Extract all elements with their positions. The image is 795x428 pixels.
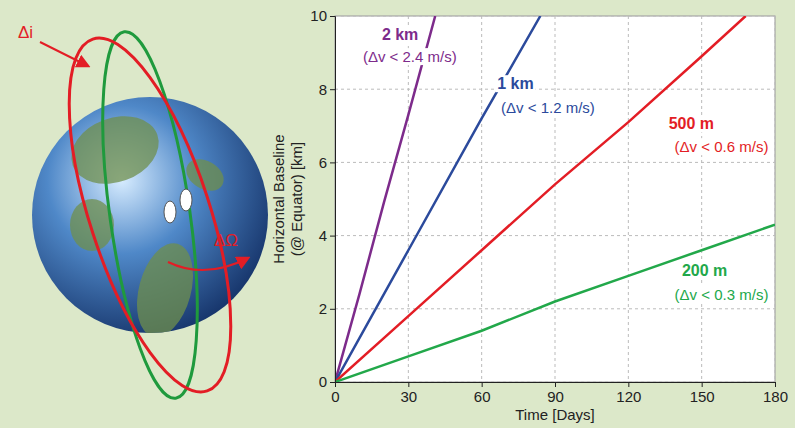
- y-tick-label: 0: [319, 373, 327, 390]
- x-grid-line: [555, 16, 556, 382]
- background: [0, 0, 795, 428]
- y-grid-line: [335, 162, 775, 163]
- x-axis-title: Time [Days]: [515, 406, 594, 423]
- x-grid-line: [481, 16, 482, 382]
- series-name: 2 km: [382, 26, 418, 43]
- x-tick: 30: [400, 382, 417, 405]
- x-grid-line: [628, 16, 629, 382]
- y-grid-line: [335, 235, 775, 236]
- y-tick: 2: [319, 300, 335, 317]
- x-grid-line: [408, 16, 409, 382]
- x-tick-label: 60: [474, 388, 491, 405]
- y-tick-label: 2: [319, 300, 327, 317]
- label-bg: [667, 115, 716, 132]
- y-tick-label: 4: [319, 227, 327, 244]
- satellite: [164, 201, 176, 223]
- lines: [335, 16, 775, 382]
- x-tick: 60: [474, 382, 491, 405]
- x-tick-mark: [702, 382, 703, 387]
- y-tick-label: 6: [319, 154, 327, 171]
- series-note: (Δv < 2.4 m/s): [363, 48, 457, 65]
- series-name: 200 m: [682, 262, 727, 279]
- label-bg: [499, 99, 597, 116]
- x-tick: 180: [763, 382, 788, 405]
- label-bg: [673, 286, 771, 303]
- y-tick: 0: [319, 373, 335, 390]
- x-grid-line: [701, 16, 702, 382]
- y-tick-label: 10: [310, 7, 327, 24]
- series-label: 500 m (Δv < 0.6 m/s): [667, 115, 771, 155]
- x-tick-label: 120: [616, 388, 641, 405]
- series-line: [335, 16, 540, 382]
- x-tick-label: 30: [400, 388, 417, 405]
- x-tick-mark: [408, 382, 409, 387]
- x-tick-label: 90: [547, 388, 564, 405]
- y-tick-label: 8: [319, 81, 327, 98]
- y-grid-line: [335, 16, 775, 17]
- label: Δi: [18, 23, 33, 42]
- x-tick-mark: [482, 382, 483, 387]
- series-name: 500 m: [669, 115, 714, 132]
- y-tick-mark: [330, 162, 335, 163]
- arrow: [168, 258, 248, 270]
- x-tick-label: 0: [331, 388, 339, 405]
- label-bg: [673, 138, 771, 155]
- x-tick: 120: [616, 382, 641, 405]
- x-tick-mark: [628, 382, 629, 387]
- y-axis: 0 2 4 6 8 10: [310, 7, 335, 390]
- y-tick: 10: [310, 7, 335, 24]
- label-bg: [361, 48, 459, 65]
- series-note: (Δv < 0.6 m/s): [675, 138, 769, 155]
- series-note: (Δv < 1.2 m/s): [501, 99, 595, 116]
- x-tick: 0: [331, 382, 339, 405]
- series-labels: 2 km (Δv < 2.4 m/s) 1 km (Δv < 1.2 m/s) 500 …: [361, 26, 770, 302]
- y-tick-mark: [330, 16, 335, 17]
- x-tick-label: 150: [690, 388, 715, 405]
- orbit-red: [36, 21, 264, 410]
- x-tick: 90: [547, 382, 564, 405]
- satellite: [180, 189, 192, 211]
- x-axis-line: [336, 383, 776, 388]
- label-bg: [495, 75, 535, 92]
- series-note: (Δv < 0.3 m/s): [675, 286, 769, 303]
- y-grid-line: [335, 308, 775, 309]
- x-tick: 150: [690, 382, 715, 405]
- y-tick-mark: [330, 382, 335, 383]
- label-bg: [680, 262, 729, 279]
- series-line: [335, 16, 746, 382]
- series-line: [335, 16, 435, 382]
- series-label: 2 km (Δv < 2.4 m/s): [361, 26, 459, 65]
- y-tick-mark: [330, 89, 335, 90]
- x-tick-label: 180: [763, 388, 788, 405]
- x-tick-mark: [775, 382, 776, 387]
- y-grid-line: [335, 89, 775, 90]
- y-tick-mark: [330, 309, 335, 310]
- figure: Δi ΔΩ 0 30 60 90 120 150 180 0 2 4 6 8 10 Time [Days] Ho…: [0, 0, 795, 428]
- arrow: [40, 42, 88, 66]
- label: ΔΩ: [214, 231, 238, 250]
- grid: [335, 16, 775, 382]
- orbit-green: [85, 26, 216, 404]
- series-label: 200 m (Δv < 0.3 m/s): [673, 262, 771, 303]
- series-label: 1 km (Δv < 1.2 m/s): [495, 75, 597, 116]
- x-tick-mark: [555, 382, 556, 387]
- y-axis-title: Horizontal Baseline: [270, 134, 287, 263]
- x-grid-line: [775, 16, 776, 382]
- series-line: [335, 225, 775, 382]
- y-tick-mark: [330, 236, 335, 237]
- y-tick: 6: [319, 154, 335, 171]
- series-name: 1 km: [497, 75, 533, 92]
- y-tick: 4: [319, 227, 335, 244]
- plot-area: [335, 16, 775, 382]
- x-axis: 0 30 60 90 120 150 180: [331, 382, 788, 405]
- label-bg: [380, 26, 420, 43]
- orbit-diagram: Δi ΔΩ: [18, 21, 268, 410]
- landmass: [127, 237, 202, 343]
- y-axis-title: (@ Equator) [km]: [288, 142, 305, 256]
- y-tick: 8: [319, 81, 335, 98]
- y-axis-line: [330, 17, 336, 383]
- land: [62, 105, 230, 344]
